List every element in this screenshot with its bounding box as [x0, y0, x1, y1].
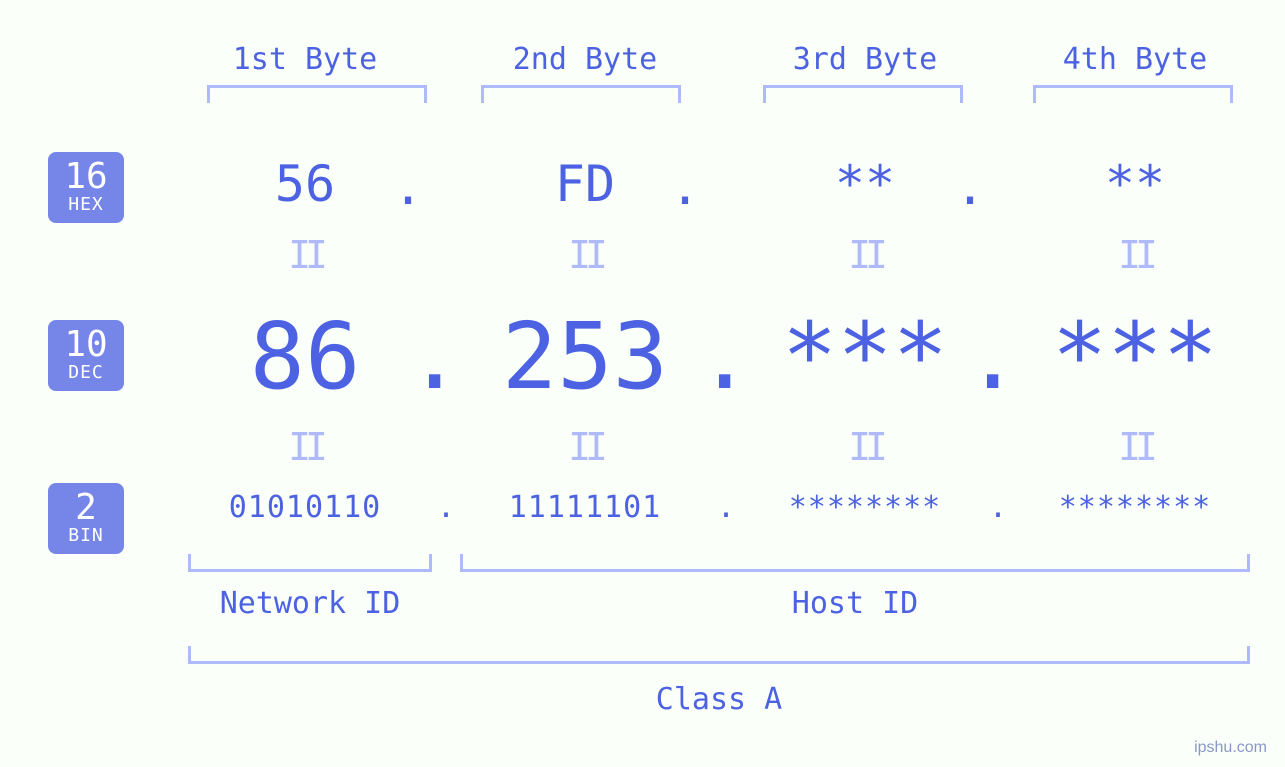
hex-4: **	[1005, 155, 1265, 213]
bin-3: ********	[725, 490, 1005, 525]
eq-d1: II	[165, 425, 445, 469]
label-class: Class A	[188, 682, 1250, 717]
dot-hex-3: .	[955, 158, 985, 216]
bin-1: 01010110	[165, 490, 445, 525]
bin-2: 11111101	[445, 490, 725, 525]
dec-3: ***	[725, 303, 1005, 410]
eq-d2: II	[445, 425, 725, 469]
dot-hex-1: .	[393, 158, 423, 216]
bracket-network	[188, 554, 432, 572]
dot-dec-1: .	[407, 303, 462, 410]
eq-d3: II	[725, 425, 1005, 469]
bin-4: ********	[1005, 490, 1265, 525]
label-host: Host ID	[460, 586, 1250, 621]
eq-h4: II	[1005, 233, 1265, 277]
badge-bin-lbl: BIN	[48, 527, 124, 546]
eq-h3: II	[725, 233, 1005, 277]
badge-bin: 2 BIN	[48, 483, 124, 554]
eq-d4: II	[1005, 425, 1265, 469]
badge-hex: 16 HEX	[48, 152, 124, 223]
badge-dec-num: 10	[48, 326, 124, 364]
badge-hex-lbl: HEX	[48, 196, 124, 215]
dot-dec-2: .	[697, 303, 752, 410]
badge-dec-lbl: DEC	[48, 364, 124, 383]
eq-h2: II	[445, 233, 725, 277]
bracket-host	[460, 554, 1250, 572]
ip-bytes-diagram: 16 HEX 10 DEC 2 BIN 1st Byte 2nd Byte 3r…	[0, 0, 1285, 767]
badge-hex-num: 16	[48, 158, 124, 196]
dot-dec-3: .	[965, 303, 1020, 410]
badge-dec: 10 DEC	[48, 320, 124, 391]
dec-2: 253	[445, 303, 725, 410]
dot-hex-2: .	[670, 158, 700, 216]
label-network: Network ID	[188, 586, 432, 621]
watermark: ipshu.com	[1194, 739, 1267, 757]
bracket-class	[188, 646, 1250, 664]
dot-bin-3: .	[989, 490, 1007, 525]
dot-bin-2: .	[717, 490, 735, 525]
badge-bin-num: 2	[48, 489, 124, 527]
dec-1: 86	[165, 303, 445, 410]
dec-4: ***	[1005, 303, 1265, 410]
byte-grid: 56 II 86 II 01010110 FD II 253 II 111111…	[165, 0, 1270, 560]
eq-h1: II	[165, 233, 445, 277]
dot-bin-1: .	[437, 490, 455, 525]
